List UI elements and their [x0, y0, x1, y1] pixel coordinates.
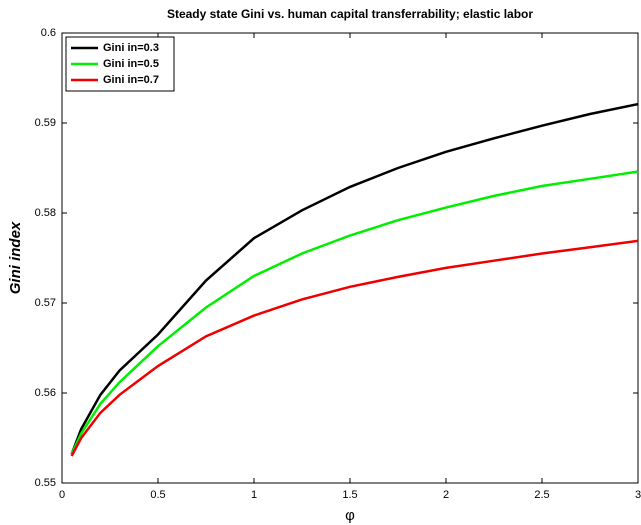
- series-line: [70, 102, 639, 455]
- x-tick-label: 2.5: [534, 489, 549, 501]
- plot-frame: [61, 32, 639, 484]
- x-tick-label: 0.5: [150, 489, 165, 501]
- legend-label: Gini in=0.5: [103, 58, 159, 70]
- series-line: [70, 170, 639, 455]
- y-tick-label: 0.59: [35, 117, 56, 129]
- x-axis-label: φ: [345, 507, 355, 524]
- series-line: [70, 239, 639, 457]
- y-tick-label: 0.56: [35, 387, 56, 399]
- x-tick-label: 1.5: [342, 489, 357, 501]
- legend-label: Gini in=0.7: [103, 74, 159, 86]
- x-tick-label: 1: [251, 489, 257, 501]
- chart-title: Steady state Gini vs. human capital tran…: [167, 7, 533, 21]
- x-tick-label: 0: [59, 489, 65, 501]
- y-axis-label: Gini index: [7, 221, 24, 294]
- y-tick-label: 0.6: [41, 27, 56, 39]
- y-tick-label: 0.57: [35, 297, 56, 309]
- x-tick-label: 3: [635, 489, 641, 501]
- legend-label: Gini in=0.3: [103, 42, 159, 54]
- y-tick-label: 0.55: [35, 477, 56, 489]
- x-tick-label: 2: [443, 489, 449, 501]
- y-tick-label: 0.58: [35, 207, 56, 219]
